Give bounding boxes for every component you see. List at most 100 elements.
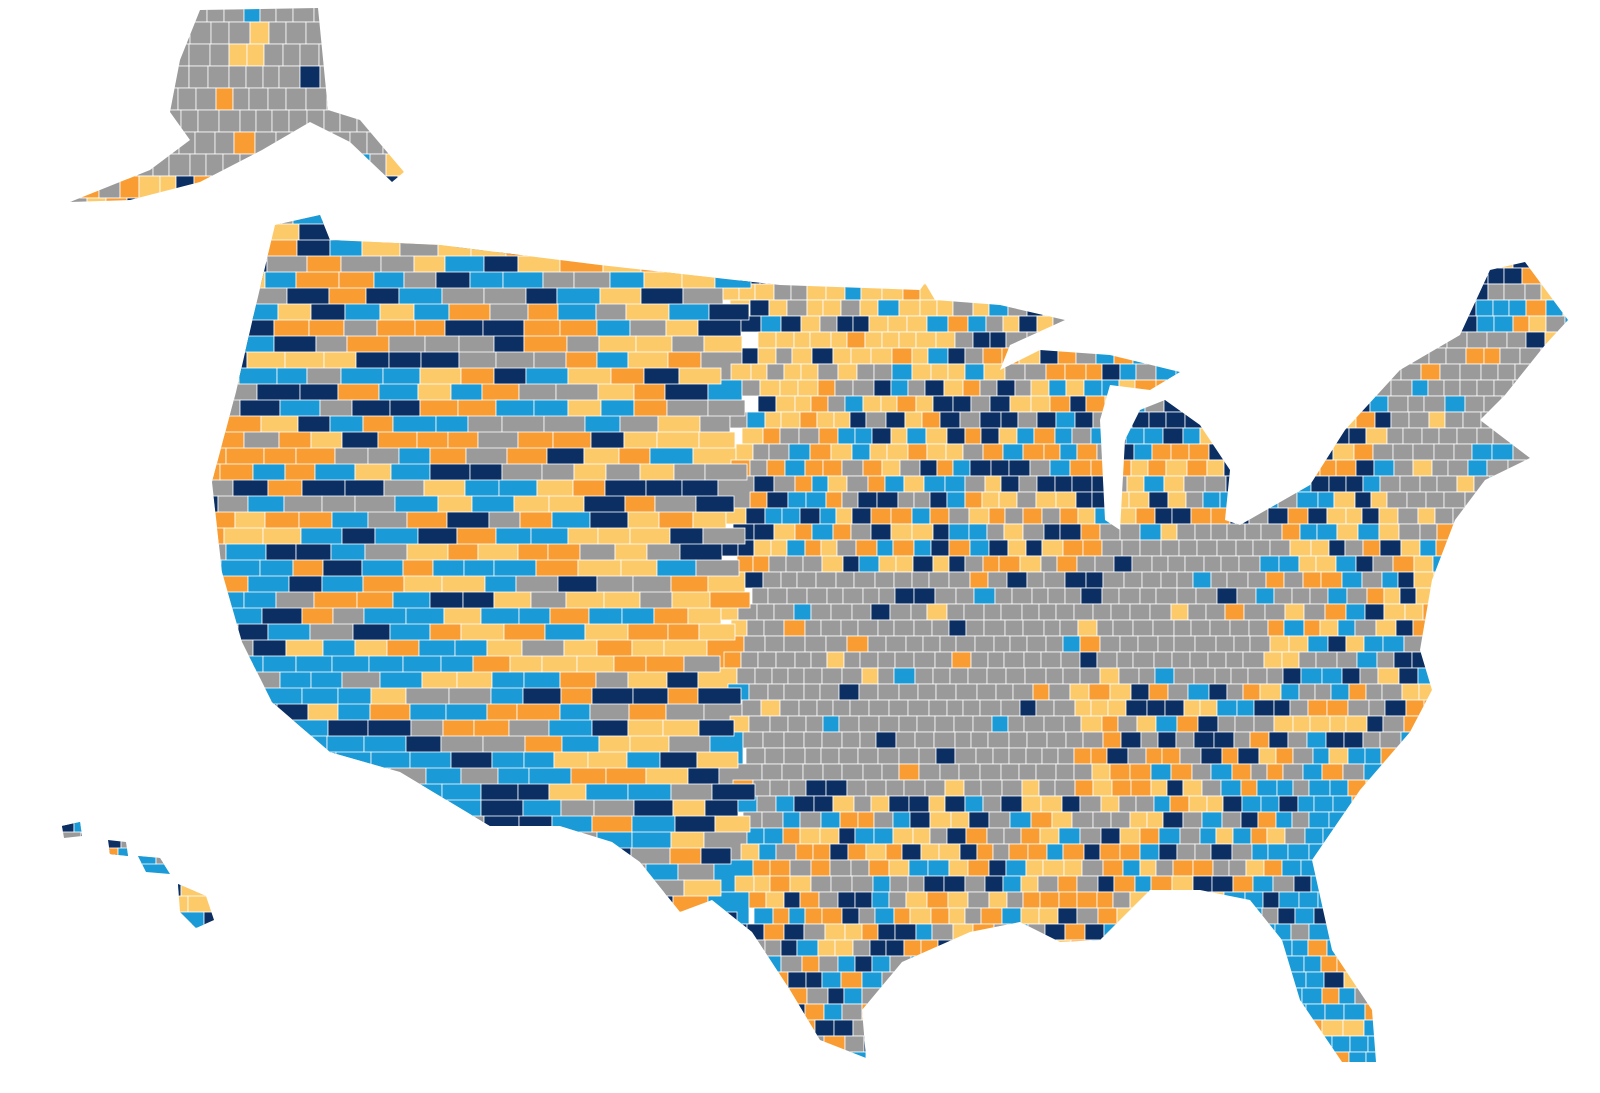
county [1222,379,1241,397]
county [479,131,501,155]
county [993,923,1012,941]
county [1200,923,1219,941]
county [702,527,746,545]
county [322,175,343,199]
county [877,667,895,685]
county [1005,8,1025,23]
county [169,21,191,45]
county [794,523,813,541]
county [703,335,743,353]
county [188,8,208,23]
county [1313,379,1334,397]
county [735,443,754,461]
county [970,109,990,133]
county [429,463,471,481]
county [1347,21,1370,45]
county [1022,619,1045,637]
county [1194,8,1217,23]
county [1292,219,1310,237]
county [124,131,147,155]
county [1352,87,1374,111]
county [768,443,790,461]
county [919,283,939,301]
county [62,891,73,925]
county [1282,459,1304,477]
county [0,66,21,88]
county [1059,219,1078,237]
county [1435,1019,1456,1037]
county [1006,891,1024,909]
county [1083,379,1103,397]
county [1112,891,1131,909]
county [1155,379,1175,397]
county [648,8,668,23]
county [39,22,57,44]
county [787,971,807,989]
county [1415,859,1435,877]
county [402,783,443,801]
county [1210,507,1231,525]
county [754,219,773,237]
county [912,555,934,573]
county [1348,1051,1367,1062]
county [1562,65,1568,89]
county [964,347,984,365]
county [90,109,113,133]
county [533,399,569,417]
county [538,131,560,155]
county [518,153,538,177]
county [1101,539,1123,557]
county [1345,715,1368,733]
county [611,8,631,23]
county [1476,427,1494,445]
county [62,335,77,353]
county [1303,153,1321,177]
county [563,955,602,989]
county [179,463,221,481]
county [1208,907,1226,925]
county [1176,523,1196,541]
county [713,21,736,45]
county [1227,131,1248,155]
county [841,907,860,925]
county [1236,267,1255,285]
county [1040,555,1058,573]
county [1129,891,1151,909]
county [990,459,1010,477]
county [1063,299,1085,317]
county [66,153,86,177]
county [817,939,836,957]
county [1210,571,1228,589]
county [918,131,938,155]
county [223,527,264,545]
county [1033,939,1054,957]
county [0,284,40,316]
county [962,443,984,461]
county [463,559,495,577]
county [749,971,770,989]
county [1229,507,1250,525]
county [995,283,1017,301]
county [217,207,259,225]
county [603,591,641,609]
county [1277,331,1298,349]
county [751,587,769,605]
county [160,507,195,541]
county [1004,619,1024,637]
county [108,8,131,23]
county [1490,731,1508,749]
county [1118,587,1141,605]
county [703,131,721,155]
county [1315,109,1333,133]
county [1146,811,1164,829]
county [1330,395,1350,413]
county [897,219,918,237]
county [1035,699,1055,717]
county [1332,795,1353,813]
county [948,507,970,525]
county [999,267,1020,285]
county [1595,110,1600,132]
county [312,153,332,177]
county [837,427,856,445]
county [501,911,533,929]
